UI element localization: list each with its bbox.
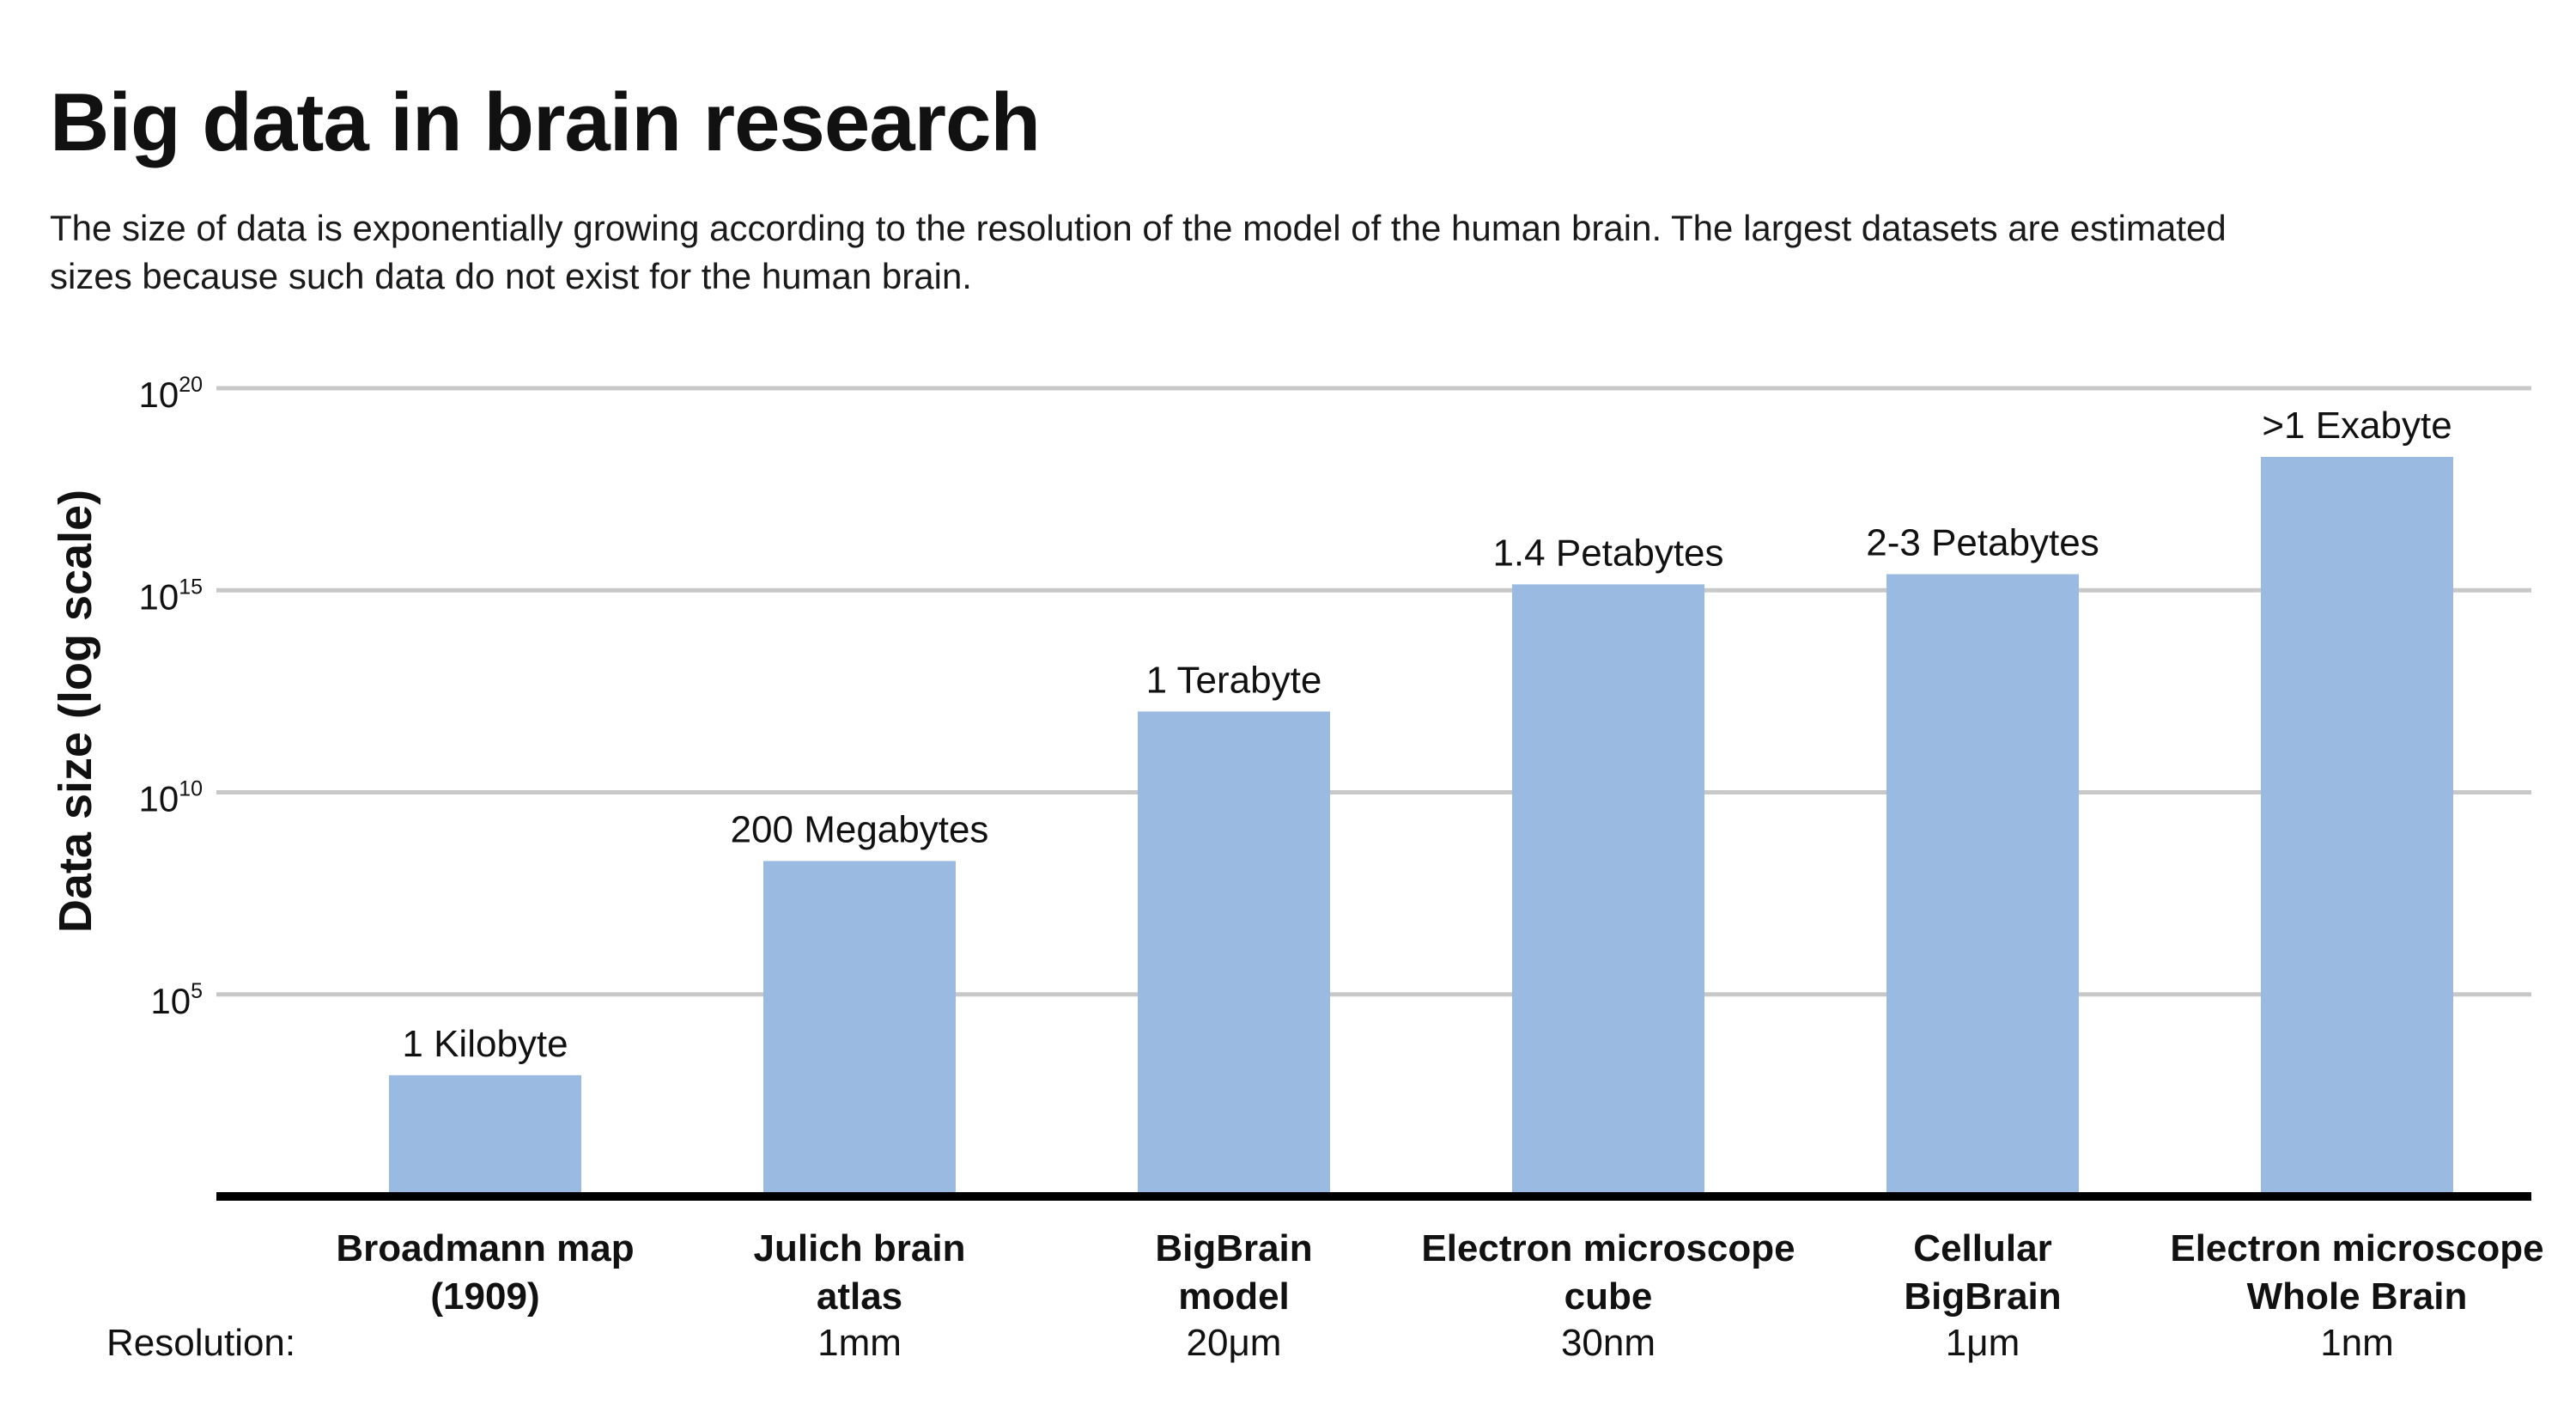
bar-value-label: 1 Terabyte [1146,659,1322,701]
resolution-caption: Resolution: [106,1322,295,1364]
category-label: BigBrain [1904,1275,2061,1318]
gridlines [216,386,2531,997]
category-label: Electron microscope [2170,1227,2543,1269]
bar [1512,584,1704,1196]
bar [389,1074,581,1196]
chart-title: Big data in brain research [50,76,1041,168]
bar-value-label: >1 Exabyte [2262,405,2451,447]
chart-subtitle: The size of data is exponentially growin… [50,208,2227,296]
category-label: Cellular [1913,1227,2051,1269]
y-tick-label: 1015 [138,575,203,617]
resolution-value: 30nm [1561,1322,1656,1364]
bar [1886,574,2079,1196]
y-axis-ticks: 105 1010 1015 1020 [138,373,203,1021]
category-label: atlas [817,1275,902,1318]
category-label: Julich brain [754,1227,966,1269]
category-label: cube [1564,1275,1653,1318]
category-label: Whole Brain [2247,1275,2468,1318]
y-tick-label: 1020 [138,373,203,415]
y-tick-label: 105 [150,979,203,1021]
y-tick-label: 1010 [138,777,203,819]
bars [389,456,2453,1196]
bar [763,861,956,1196]
bar-value-label: 1.4 Petabytes [1492,532,1723,574]
bar-value-label: 1 Kilobyte [402,1023,568,1065]
category-label: (1909) [430,1275,539,1318]
y-axis-label: Data size (log scale) [50,490,101,933]
resolution-value: 1mm [817,1322,902,1364]
category-label: model [1178,1275,1290,1318]
bar [1138,711,1330,1196]
category-label: Electron microscope [1421,1227,1795,1269]
resolution-value: 1μm [1946,1322,2020,1364]
resolution-value: 20μm [1187,1322,1282,1364]
category-label: Broadmann map [336,1227,634,1269]
value-labels: 1 Kilobyte 200 Megabytes 1 Terabyte 1.4 Pet… [402,405,2451,1065]
resolution-value: 1nm [2320,1322,2394,1364]
bar-value-label: 2-3 Petabytes [1866,522,2099,564]
bar [2261,456,2453,1196]
bar-value-label: 200 Megabytes [731,808,989,850]
category-label: BigBrain [1155,1227,1312,1269]
